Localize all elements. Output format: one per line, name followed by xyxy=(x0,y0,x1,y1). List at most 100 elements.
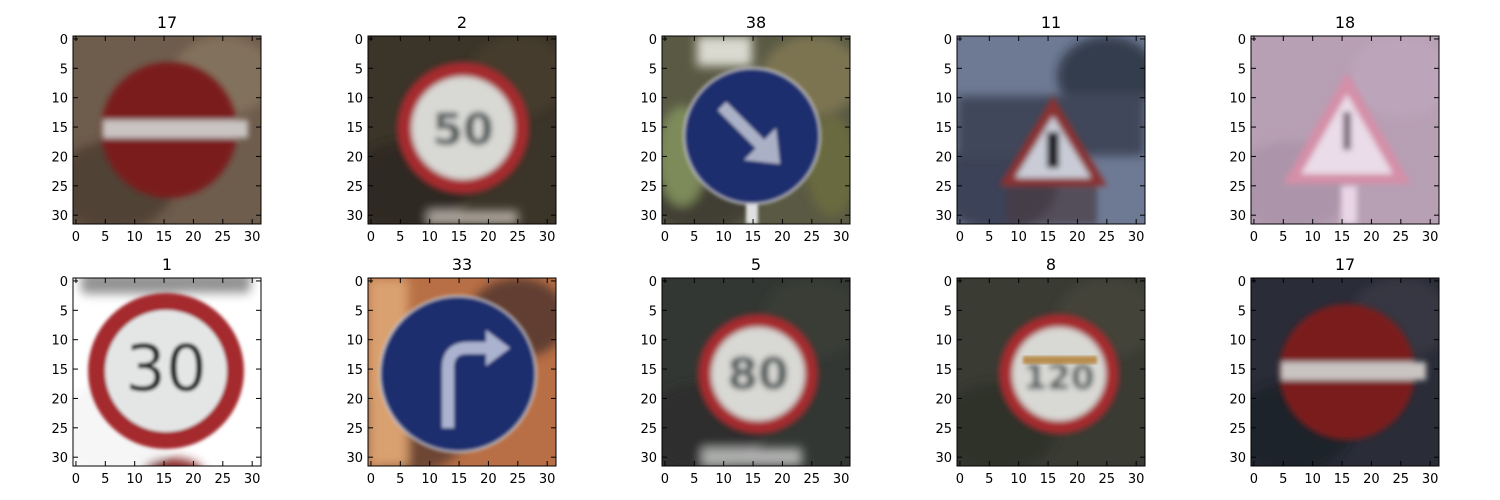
x-tick-label: 15 xyxy=(745,472,762,487)
axes-frame xyxy=(956,277,1146,467)
sign-no-entry xyxy=(1279,304,1426,440)
y-tick-label: 25 xyxy=(51,180,68,195)
x-tick-label: 20 xyxy=(774,472,791,487)
axes-frame xyxy=(72,277,262,467)
x-tick-label: 15 xyxy=(1334,230,1351,245)
y-tick-label: 10 xyxy=(640,334,657,349)
y-tick-label: 5 xyxy=(60,304,68,319)
y-tick-label: 20 xyxy=(346,150,363,165)
panel-image xyxy=(1251,278,1439,466)
x-tick-label: 20 xyxy=(774,230,791,245)
y-tick-label: 5 xyxy=(1238,62,1246,77)
y-tick-label: 30 xyxy=(1229,451,1246,466)
image-panel: 1 30 0 0 5 5 10 10 15 15 20 20 25 25 30 30 xyxy=(51,255,262,487)
axes-frame xyxy=(1250,35,1440,225)
y-tick-label: 0 xyxy=(944,275,952,290)
y-tick-label: 5 xyxy=(944,62,952,77)
x-tick-label: 15 xyxy=(745,230,762,245)
sign-speed-limit-30: 30 xyxy=(88,293,244,449)
x-tick-label: 10 xyxy=(126,472,143,487)
image-panel: 11 0 0 5 5 10 10 15 15 20 20 25 25 30 30 xyxy=(935,13,1146,245)
axes-frame xyxy=(367,277,557,467)
x-tick-label: 5 xyxy=(101,230,109,245)
x-tick-label: 10 xyxy=(1304,230,1321,245)
panel-title: 33 xyxy=(452,255,472,274)
panel-title: 1 xyxy=(162,255,172,274)
sign-turn-right-ahead xyxy=(378,294,538,454)
x-tick-label: 5 xyxy=(101,472,109,487)
axes-frame xyxy=(1250,277,1440,467)
y-tick-label: 25 xyxy=(640,422,657,437)
image-panel: 18 0 0 5 5 10 10 15 15 20 20 25 25 30 30 xyxy=(1229,13,1440,245)
y-tick-label: 0 xyxy=(355,33,363,48)
x-tick-label: 20 xyxy=(1363,230,1380,245)
x-tick-label: 0 xyxy=(367,472,375,487)
y-tick-label: 30 xyxy=(935,451,952,466)
sign-speed-limit-80: 80 xyxy=(698,314,818,434)
x-tick-label: 25 xyxy=(804,472,821,487)
panel-title: 38 xyxy=(746,13,766,32)
y-tick-label: 15 xyxy=(51,121,68,136)
x-tick-label: 0 xyxy=(72,472,80,487)
y-tick-label: 25 xyxy=(346,422,363,437)
y-tick-label: 25 xyxy=(346,180,363,195)
x-tick-label: 5 xyxy=(396,230,404,245)
y-tick-label: 10 xyxy=(1229,334,1246,349)
x-tick-label: 5 xyxy=(985,472,993,487)
y-tick-label: 20 xyxy=(1229,150,1246,165)
image-panel: 38 0 0 5 5 10 10 15 15 20 20 25 25 30 30 xyxy=(640,13,851,245)
x-tick-label: 5 xyxy=(1279,230,1287,245)
sign-number: 50 xyxy=(432,105,493,156)
y-tick-label: 10 xyxy=(346,92,363,107)
x-tick-label: 10 xyxy=(715,230,732,245)
y-tick-label: 0 xyxy=(60,33,68,48)
x-tick-label: 5 xyxy=(690,472,698,487)
y-tick-label: 0 xyxy=(355,275,363,290)
sign-speed-limit-120: 120 xyxy=(999,314,1119,434)
x-tick-label: 5 xyxy=(396,472,404,487)
x-tick-label: 25 xyxy=(1393,230,1410,245)
panel-title: 2 xyxy=(457,13,467,32)
y-tick-label: 30 xyxy=(346,451,363,466)
axes-frame xyxy=(367,35,557,225)
y-tick-label: 5 xyxy=(649,304,657,319)
sign-keep-right xyxy=(682,66,822,224)
panel-image xyxy=(957,36,1145,224)
x-tick-label: 15 xyxy=(1334,472,1351,487)
y-tick-label: 30 xyxy=(640,209,657,224)
panel-image: 80 xyxy=(662,278,850,466)
y-tick-label: 5 xyxy=(1238,304,1246,319)
x-tick-label: 5 xyxy=(985,230,993,245)
y-tick-label: 20 xyxy=(51,392,68,407)
sign-number: 120 xyxy=(1024,358,1095,398)
y-tick-label: 15 xyxy=(640,121,657,136)
x-tick-label: 20 xyxy=(480,230,497,245)
panel-image xyxy=(662,36,850,224)
y-tick-label: 25 xyxy=(640,180,657,195)
x-tick-label: 10 xyxy=(1010,230,1027,245)
x-tick-label: 20 xyxy=(1069,472,1086,487)
y-tick-label: 5 xyxy=(355,62,363,77)
y-tick-label: 0 xyxy=(1238,33,1246,48)
x-tick-label: 10 xyxy=(1010,472,1027,487)
y-tick-label: 30 xyxy=(1229,209,1246,224)
x-tick-label: 25 xyxy=(1099,472,1116,487)
image-panel: 8 120 0 0 5 5 10 10 15 15 20 20 25 25 30 30 xyxy=(935,255,1146,487)
y-tick-label: 5 xyxy=(649,62,657,77)
x-tick-label: 20 xyxy=(480,472,497,487)
x-tick-label: 30 xyxy=(1128,472,1145,487)
x-tick-label: 25 xyxy=(510,472,527,487)
y-tick-label: 10 xyxy=(51,334,68,349)
y-tick-label: 20 xyxy=(935,392,952,407)
image-panel: 2 50 0 0 5 5 10 10 15 15 20 20 25 25 30 30 xyxy=(346,13,557,245)
x-tick-label: 30 xyxy=(833,230,850,245)
panel-image: 30 xyxy=(73,278,261,466)
y-tick-label: 15 xyxy=(346,121,363,136)
x-tick-label: 30 xyxy=(1128,230,1145,245)
x-tick-label: 25 xyxy=(215,230,232,245)
x-tick-label: 15 xyxy=(1040,230,1057,245)
y-tick-label: 0 xyxy=(649,33,657,48)
image-panel: 17 0 0 5 5 10 10 15 15 20 20 25 25 30 30 xyxy=(51,13,262,245)
x-tick-label: 25 xyxy=(215,472,232,487)
